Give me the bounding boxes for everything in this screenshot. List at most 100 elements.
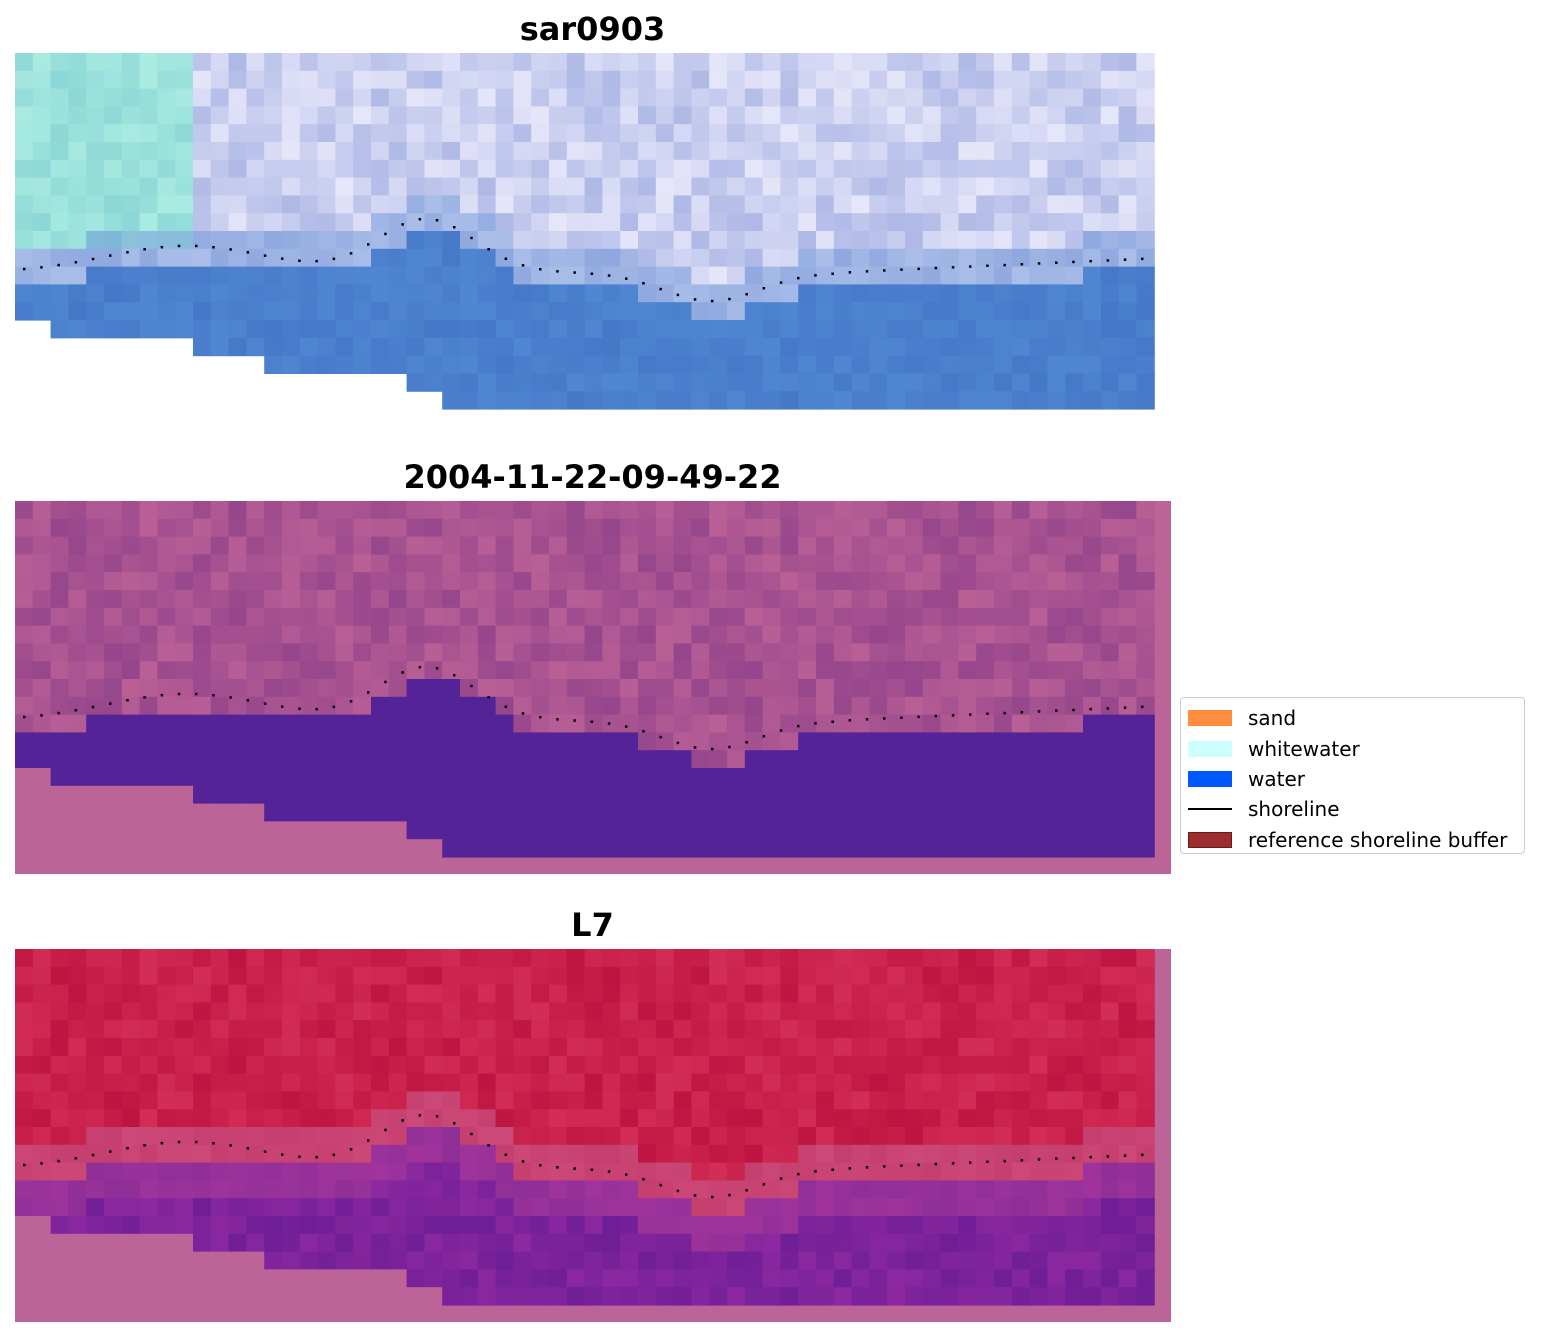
image-pixel bbox=[655, 518, 675, 538]
image-pixel bbox=[1065, 661, 1084, 680]
image-pixel bbox=[335, 501, 354, 520]
image-pixel bbox=[406, 213, 425, 232]
image-pixel bbox=[193, 106, 212, 125]
image-pixel bbox=[32, 53, 52, 72]
image-pixel bbox=[673, 106, 692, 125]
image-pixel bbox=[246, 590, 265, 609]
image-pixel bbox=[15, 714, 34, 733]
image-pixel bbox=[335, 750, 354, 769]
image-pixel bbox=[958, 536, 977, 555]
image-pixel bbox=[833, 696, 853, 716]
image-pixel bbox=[442, 625, 461, 644]
image-pixel bbox=[691, 714, 710, 733]
image-pixel bbox=[68, 248, 87, 268]
image-pixel bbox=[976, 302, 995, 321]
image-pixel bbox=[780, 70, 799, 90]
image-pixel bbox=[851, 1180, 870, 1199]
image-pixel bbox=[531, 696, 550, 716]
image-pixel bbox=[566, 696, 586, 716]
image-pixel bbox=[175, 1073, 194, 1092]
image-pixel bbox=[620, 821, 639, 840]
image-pixel bbox=[193, 1073, 212, 1092]
image-pixel bbox=[851, 355, 870, 374]
image-pixel bbox=[655, 53, 675, 72]
image-pixel bbox=[335, 696, 354, 716]
image-pixel bbox=[460, 643, 479, 662]
image-pixel bbox=[157, 124, 176, 143]
image-pixel bbox=[282, 625, 301, 644]
image-pixel bbox=[655, 302, 675, 321]
image-pixel bbox=[887, 821, 906, 840]
image-pixel bbox=[1136, 785, 1155, 805]
image-pixel bbox=[139, 1287, 158, 1306]
image-pixel bbox=[388, 714, 408, 733]
image-pixel bbox=[887, 1091, 906, 1110]
image-pixel bbox=[86, 124, 105, 143]
image-pixel bbox=[638, 803, 657, 822]
image-pixel bbox=[68, 768, 87, 787]
image-pixel bbox=[780, 88, 799, 107]
image-pixel bbox=[264, 572, 283, 591]
image-pixel bbox=[1011, 1038, 1031, 1057]
image-pixel bbox=[15, 821, 34, 840]
image-pixel bbox=[780, 590, 799, 609]
image-pixel bbox=[1083, 1055, 1102, 1075]
image-pixel bbox=[424, 195, 443, 214]
image-pixel bbox=[353, 803, 372, 822]
image-pixel bbox=[549, 302, 568, 321]
image-pixel bbox=[958, 803, 977, 822]
image-pixel bbox=[335, 768, 354, 787]
image-pixel bbox=[442, 106, 461, 125]
image-pixel bbox=[210, 1073, 230, 1092]
image-pixel bbox=[317, 821, 336, 840]
image-pixel bbox=[388, 625, 408, 644]
image-pixel bbox=[282, 839, 301, 858]
image-pixel bbox=[121, 679, 141, 698]
image-pixel bbox=[673, 124, 692, 143]
image-pixel bbox=[976, 501, 995, 520]
image-pixel bbox=[442, 803, 461, 822]
image-pixel bbox=[1029, 821, 1048, 840]
image-pixel bbox=[976, 590, 995, 609]
image-pixel bbox=[655, 984, 675, 1003]
image-pixel bbox=[1083, 142, 1102, 161]
image-pixel bbox=[406, 124, 425, 143]
image-pixel bbox=[442, 501, 461, 520]
image-pixel bbox=[68, 590, 87, 609]
image-pixel bbox=[655, 1180, 675, 1199]
shoreline-point bbox=[1106, 1155, 1110, 1158]
image-pixel bbox=[139, 124, 158, 143]
image-pixel bbox=[353, 195, 372, 214]
image-pixel bbox=[691, 177, 710, 196]
image-pixel bbox=[922, 785, 942, 805]
image-pixel bbox=[709, 231, 728, 250]
image-pixel bbox=[139, 88, 158, 107]
image-pixel bbox=[762, 1002, 781, 1021]
image-pixel bbox=[1083, 984, 1102, 1003]
image-pixel bbox=[460, 124, 479, 143]
image-pixel bbox=[655, 1269, 675, 1288]
image-pixel bbox=[50, 142, 69, 161]
image-pixel bbox=[566, 984, 586, 1003]
image-pixel bbox=[1047, 248, 1066, 268]
image-pixel bbox=[1100, 1127, 1120, 1146]
shoreline-point bbox=[1089, 259, 1092, 263]
image-pixel bbox=[744, 1144, 764, 1164]
image-pixel bbox=[86, 248, 105, 268]
image-pixel bbox=[851, 1287, 870, 1306]
image-pixel bbox=[210, 536, 230, 555]
image-pixel bbox=[549, 53, 568, 72]
image-pixel bbox=[513, 1144, 532, 1164]
image-pixel bbox=[655, 590, 675, 609]
image-pixel bbox=[620, 607, 639, 627]
image-pixel bbox=[673, 949, 692, 968]
image-pixel bbox=[566, 625, 586, 644]
image-pixel bbox=[816, 1233, 835, 1253]
image-pixel bbox=[1136, 607, 1155, 627]
image-pixel bbox=[727, 142, 746, 161]
image-pixel bbox=[905, 1127, 924, 1146]
image-pixel bbox=[1100, 1091, 1120, 1110]
image-pixel bbox=[68, 949, 87, 968]
image-pixel bbox=[727, 248, 746, 268]
image-pixel bbox=[50, 803, 69, 822]
